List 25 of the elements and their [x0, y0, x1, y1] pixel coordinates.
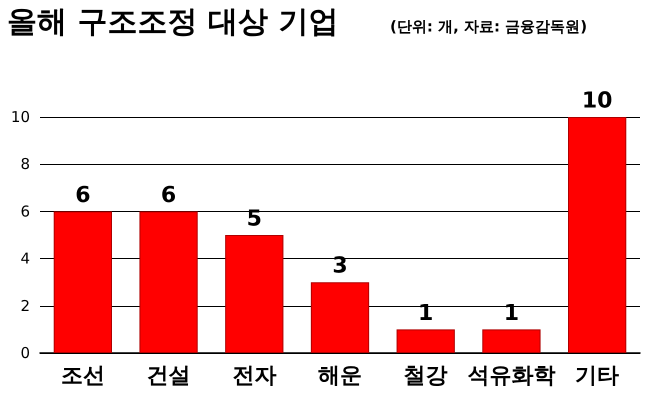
y-tick-label: 8 — [20, 155, 30, 174]
chart-subtitle: (단위: 개, 자료: 금융감독원) — [390, 18, 588, 36]
data-label: 6 — [75, 182, 91, 208]
x-tick-label: 철강 — [404, 364, 448, 388]
x-tick-label: 전자 — [232, 364, 276, 388]
bar — [54, 211, 112, 353]
bar — [482, 329, 541, 353]
y-tick-label: 0 — [20, 344, 30, 362]
x-tick-label: 해운 — [318, 364, 362, 388]
y-tick-label: 10 — [10, 108, 30, 126]
x-tick-label: 조선 — [60, 364, 105, 388]
x-tick-label: 석유화학 — [467, 364, 556, 388]
bar — [139, 211, 198, 353]
data-label: 6 — [160, 182, 176, 208]
y-tick-label: 6 — [20, 202, 30, 220]
bar — [396, 329, 455, 353]
y-tick-label: 2 — [20, 296, 30, 315]
data-label: 10 — [582, 88, 612, 114]
x-tick-label: 기타 — [575, 364, 620, 388]
bar — [310, 282, 370, 353]
y-tick-label: 4 — [20, 250, 30, 268]
x-tick-label: 건설 — [146, 364, 191, 388]
bar — [225, 235, 284, 353]
chart-title: 올해 구조조정 대상 기업 — [7, 4, 338, 40]
bar — [568, 117, 626, 353]
